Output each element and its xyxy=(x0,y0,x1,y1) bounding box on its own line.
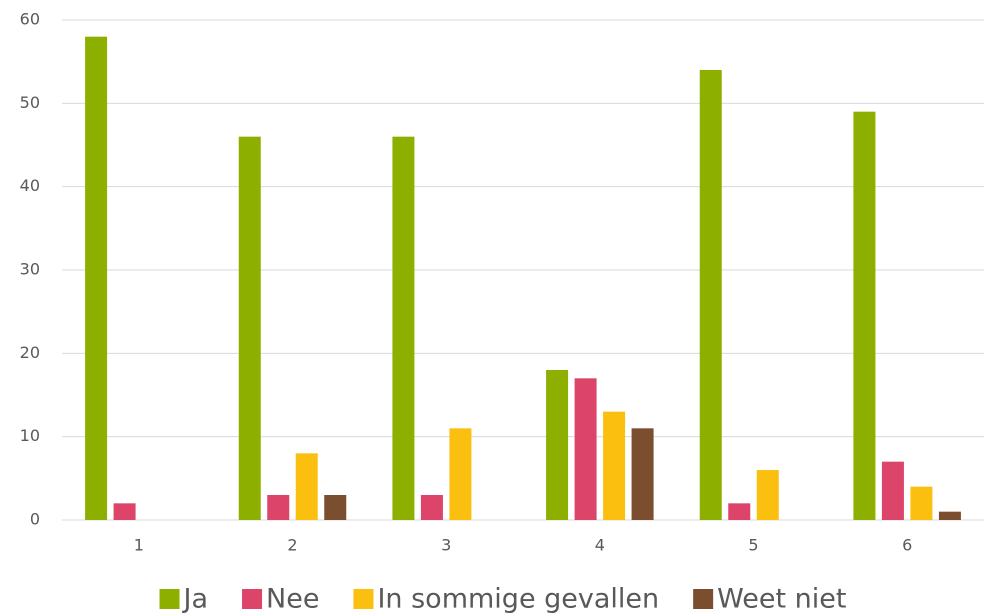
legend-swatch xyxy=(693,589,714,609)
bar xyxy=(420,495,443,520)
legend-label: In sommige gevallen xyxy=(377,584,659,615)
bar xyxy=(574,378,597,520)
x-tick-label: 3 xyxy=(441,536,451,555)
bar xyxy=(324,495,347,520)
legend-swatch xyxy=(242,589,263,609)
bar xyxy=(699,70,722,520)
bar xyxy=(938,511,961,520)
y-tick-label: 0 xyxy=(30,510,40,529)
bar xyxy=(546,370,569,520)
y-tick-label: 10 xyxy=(20,426,40,445)
bar xyxy=(603,411,626,520)
bar xyxy=(756,470,779,520)
legend-swatch xyxy=(159,589,180,609)
bar xyxy=(881,461,904,520)
bar xyxy=(631,428,654,520)
bar xyxy=(85,36,108,521)
y-tick-label: 40 xyxy=(20,176,40,195)
x-tick-label: 6 xyxy=(902,536,912,555)
y-tick-label: 60 xyxy=(20,10,40,29)
bar xyxy=(267,495,290,520)
legend-label: Ja xyxy=(182,584,209,615)
legend-label: Weet niet xyxy=(717,584,846,615)
y-tick-label: 30 xyxy=(20,260,40,279)
bar xyxy=(853,111,876,521)
y-tick-label: 20 xyxy=(20,343,40,362)
bar xyxy=(449,428,472,520)
bar xyxy=(238,136,261,520)
legend-swatch xyxy=(353,589,374,609)
legend-label: Nee xyxy=(266,584,319,615)
bar xyxy=(113,503,136,520)
bar xyxy=(392,136,415,520)
x-tick-label: 5 xyxy=(748,536,758,555)
x-tick-label: 4 xyxy=(595,536,605,555)
bar xyxy=(295,453,318,520)
y-tick-label: 50 xyxy=(20,93,40,112)
bar xyxy=(910,486,933,520)
x-tick-label: 1 xyxy=(134,536,144,555)
x-tick-label: 2 xyxy=(287,536,297,555)
bar xyxy=(728,503,751,520)
